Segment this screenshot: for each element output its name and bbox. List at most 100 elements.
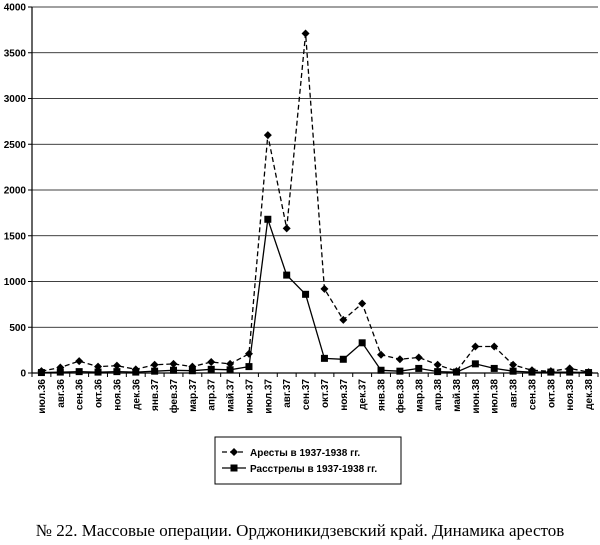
y-tick-label: 2000 [4, 186, 27, 197]
legend-swatch-arrests-marker [230, 448, 238, 456]
data-point-executions [132, 368, 140, 376]
legend-swatch-executions-marker [230, 464, 238, 472]
x-axis-ticks: июл.36 авг.36 сен.36 окт.36 ноя.36 дек.36 янв.… [31, 373, 599, 414]
x-tick-label: июл.36 [37, 379, 48, 414]
x-tick-label: апр.38 [433, 379, 444, 411]
data-point-executions [226, 366, 234, 374]
x-tick-label: ноя.38 [565, 379, 576, 411]
x-tick-label: дек.37 [358, 379, 369, 410]
x-tick-label: май.37 [226, 379, 237, 412]
x-tick-label: мар.37 [188, 379, 199, 412]
data-point-arrests [244, 349, 253, 358]
data-point-executions [585, 369, 593, 377]
data-point-executions [37, 369, 45, 377]
data-point-executions [396, 367, 404, 375]
legend: Аресты в 1937-1938 гг. Расстрелы в 1937-… [214, 436, 402, 485]
x-tick-label: окт.38 [546, 379, 557, 408]
figure-caption: № 22. Массовые операции. Орджоникидзевск… [35, 521, 565, 540]
data-point-executions [94, 368, 102, 376]
data-point-arrests [339, 315, 348, 324]
data-point-executions [113, 368, 121, 376]
data-point-executions [264, 215, 272, 223]
y-tick-label: 4000 [4, 3, 27, 14]
y-tick-label: 1000 [4, 277, 27, 288]
data-point-executions [528, 368, 536, 376]
legend-box [214, 436, 402, 485]
chart: 0 500 1000 1500 2000 2500 3000 3500 4000 июл.36 а… [4, 3, 599, 485]
y-tick-label: 1500 [4, 231, 27, 242]
data-point-executions [377, 366, 385, 374]
x-tick-label: дек.38 [584, 379, 595, 410]
x-tick-label: сен.37 [301, 379, 312, 411]
data-point-arrests [226, 359, 235, 368]
data-point-arrests [207, 358, 216, 367]
x-tick-label: авг.38 [509, 379, 520, 408]
data-point-executions [283, 271, 291, 279]
x-tick-label: июл.38 [490, 379, 501, 414]
data-point-arrests [433, 360, 442, 369]
x-tick-label: мар.38 [414, 379, 425, 412]
series-line-arrests [41, 33, 589, 373]
data-point-arrests [358, 299, 367, 308]
data-point-executions [188, 367, 196, 375]
x-tick-label: апр.37 [207, 379, 218, 411]
y-tick-label: 2500 [4, 140, 27, 151]
x-tick-label: окт.37 [320, 379, 331, 408]
chart-series [37, 29, 593, 377]
data-point-executions [170, 366, 177, 374]
data-point-executions [207, 365, 215, 373]
data-point-executions [151, 367, 159, 375]
data-point-arrests [75, 357, 84, 366]
x-tick-label: сен.36 [75, 379, 86, 411]
y-axis-ticks: 0 500 1000 1500 2000 2500 3000 3500 4000 [4, 3, 32, 380]
data-point-arrests [395, 355, 404, 364]
x-tick-label: июн.37 [244, 379, 255, 414]
legend-label-arrests: Аресты в 1937-1938 гг. [250, 448, 360, 459]
series-line-executions [41, 219, 589, 374]
x-tick-label: ноя.37 [339, 379, 350, 411]
x-tick-label: июн.38 [471, 379, 482, 414]
x-tick-label: фев.38 [394, 379, 406, 414]
x-tick-label: май.38 [452, 379, 463, 412]
data-point-executions [490, 364, 498, 372]
data-point-arrests [414, 353, 423, 362]
data-point-arrests [471, 342, 480, 351]
y-tick-label: 0 [20, 369, 26, 380]
x-tick-label: сен.38 [527, 379, 538, 411]
x-tick-label: фев.37 [168, 379, 180, 414]
data-point-arrests [263, 131, 272, 140]
chart-grid [32, 6, 598, 374]
data-point-executions [453, 368, 460, 376]
data-point-executions [471, 360, 479, 368]
data-point-executions [434, 368, 442, 376]
data-point-arrests [282, 224, 291, 233]
data-point-executions [56, 368, 64, 376]
data-point-arrests [150, 360, 159, 369]
data-point-arrests [490, 342, 499, 351]
data-point-executions [566, 368, 574, 376]
x-tick-label: окт.36 [94, 379, 105, 408]
data-point-arrests [301, 29, 310, 38]
x-tick-label: ноя.36 [112, 379, 123, 411]
data-point-arrests [112, 361, 121, 370]
data-point-executions [245, 363, 253, 371]
x-tick-label: дек.36 [131, 379, 142, 410]
y-tick-label: 3500 [4, 48, 27, 59]
x-tick-label: авг.37 [282, 379, 293, 408]
x-tick-label: авг.36 [56, 379, 67, 408]
data-point-executions [509, 367, 517, 375]
data-point-arrests [169, 359, 178, 368]
x-tick-label: янв.37 [150, 379, 161, 411]
data-point-arrests [509, 360, 518, 369]
x-tick-label: июл.37 [263, 379, 274, 414]
y-tick-label: 3000 [4, 94, 27, 105]
data-point-executions [75, 368, 83, 376]
data-point-executions [302, 290, 310, 298]
x-tick-label: янв.38 [377, 379, 388, 411]
data-point-executions [415, 364, 423, 372]
data-point-executions [339, 355, 347, 363]
data-point-arrests [320, 284, 329, 293]
y-tick-label: 500 [9, 323, 26, 334]
legend-label-executions: Расстрелы в 1937-1938 гг. [250, 464, 377, 475]
data-point-executions [547, 368, 555, 376]
